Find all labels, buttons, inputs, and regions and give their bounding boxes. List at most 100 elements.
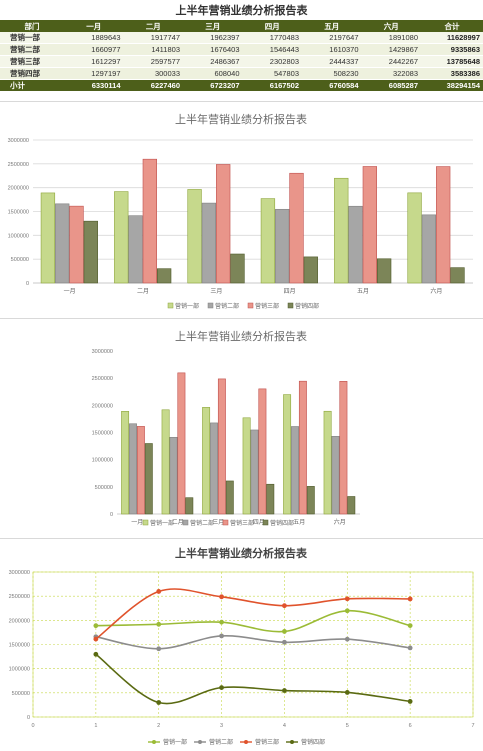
bar (421, 214, 437, 284)
data-point (344, 608, 350, 614)
bar (323, 410, 332, 515)
y-tick-label: 0 (26, 281, 29, 287)
data-point (282, 629, 287, 634)
divider (0, 318, 483, 319)
x-tick-label: 三月 (212, 519, 224, 526)
column-header: 合计 (421, 20, 483, 32)
x-tick-label: 六月 (430, 287, 442, 295)
legend-swatch (247, 302, 254, 309)
bar (303, 256, 318, 284)
column-header: 五月 (302, 20, 362, 32)
bar (201, 202, 217, 284)
row-total: 9335863 (421, 43, 483, 56)
row-total: 3583386 (421, 67, 483, 80)
data-point (219, 685, 224, 691)
row-label: 营销一部 (0, 32, 64, 44)
table-row: 营销三部 1612297 2597577 2486367 2302803 244… (0, 55, 483, 68)
data-point (219, 619, 224, 625)
data-point (156, 589, 162, 594)
bar (298, 380, 307, 515)
bar (306, 486, 315, 515)
x-tick-label: 3 (220, 723, 223, 729)
chart-title: 上半年营销业绩分析报告表 (175, 112, 307, 126)
data-point (219, 633, 224, 639)
row-label: 营销二部 (0, 43, 64, 56)
x-tick-label: 二月 (172, 519, 184, 526)
legend-label: 营销一部 (175, 302, 199, 310)
data-point (282, 603, 287, 609)
bar (450, 267, 465, 284)
bar (331, 436, 340, 515)
legend-swatch (167, 302, 174, 309)
bar (40, 192, 56, 284)
line-chart: 上半年营销业绩分析报告表 0 500000 1000000 1500000 2000000… (0, 541, 483, 749)
chart-title: 上半年营销业绩分析报告表 (175, 329, 307, 343)
table-cell: 1917747 (123, 32, 183, 44)
y-tick-label: 500000 (12, 691, 30, 697)
legend-swatch (222, 519, 229, 526)
x-tick-label: 五月 (293, 519, 305, 526)
bar (142, 158, 157, 284)
bar (144, 443, 153, 515)
table-cell: 6167502 (242, 79, 302, 92)
table-cell: 1770483 (242, 32, 302, 44)
bar (216, 164, 231, 284)
bar (217, 378, 226, 515)
data-point (407, 699, 413, 704)
legend-label: 营销四部 (270, 519, 294, 527)
column-header: 部门 (0, 20, 64, 32)
legend-swatch (207, 302, 214, 309)
legend-swatch (262, 519, 269, 526)
y-tick-label: 2000000 (8, 186, 29, 192)
x-tick-label: 5 (346, 723, 349, 729)
table-cell: 508230 (302, 67, 362, 80)
x-tick-label: 0 (31, 723, 34, 729)
bar (177, 372, 186, 515)
x-tick-label: 四月 (253, 519, 265, 526)
table-cell: 1546443 (242, 43, 302, 56)
x-tick-label: 2 (157, 723, 160, 729)
bar (210, 422, 218, 515)
divider (0, 538, 483, 539)
bar (348, 205, 363, 284)
table-cell: 6330114 (64, 79, 124, 92)
table-cell: 322083 (361, 67, 421, 80)
column-header: 四月 (242, 20, 302, 32)
y-tick-label: 500000 (95, 485, 113, 491)
row-total: 38294154 (421, 79, 483, 92)
bar (128, 215, 143, 284)
legend-label: 营销二部 (215, 302, 239, 310)
bar-chart-1: 上半年营销业绩分析报告表 0 500000 1000000 1500000 2000000… (0, 104, 483, 312)
chart-title: 上半年营销业绩分析报告表 (175, 546, 308, 560)
bar (376, 258, 392, 284)
bar (347, 496, 356, 515)
data-point (93, 623, 99, 629)
bar (339, 381, 348, 515)
bar (283, 394, 292, 515)
row-label: 营销三部 (0, 55, 64, 68)
y-tick-label: 1500000 (92, 431, 113, 437)
data-point (344, 690, 350, 695)
legend-swatch (287, 302, 294, 309)
column-header: 三月 (183, 20, 243, 32)
table-cell: 2302803 (242, 55, 302, 68)
table-cell: 1962397 (183, 32, 243, 44)
data-point (93, 651, 99, 657)
table-row: 营销四部 1297197 300033 608040 547803 508230… (0, 67, 483, 80)
bar (187, 189, 202, 284)
x-tick-label: 一月 (131, 519, 143, 526)
y-tick-label: 2500000 (9, 594, 30, 600)
x-tick-label: 4 (283, 723, 286, 729)
y-tick-label: 3000000 (8, 138, 29, 144)
x-tick-label: 1 (94, 723, 97, 729)
x-tick-label: 二月 (137, 288, 149, 295)
table-cell: 6227460 (123, 79, 183, 92)
legend-label: 营销四部 (295, 302, 319, 310)
table-cell: 6085287 (361, 79, 421, 92)
sales-table: 部门 一月 二月 三月 四月 五月 六月 合计 营销一部 1889643 191… (0, 20, 483, 92)
bar (169, 436, 178, 515)
data-point (407, 596, 413, 602)
legend-swatch (142, 519, 149, 526)
table-cell: 1610370 (302, 43, 362, 56)
column-header: 六月 (361, 20, 421, 32)
